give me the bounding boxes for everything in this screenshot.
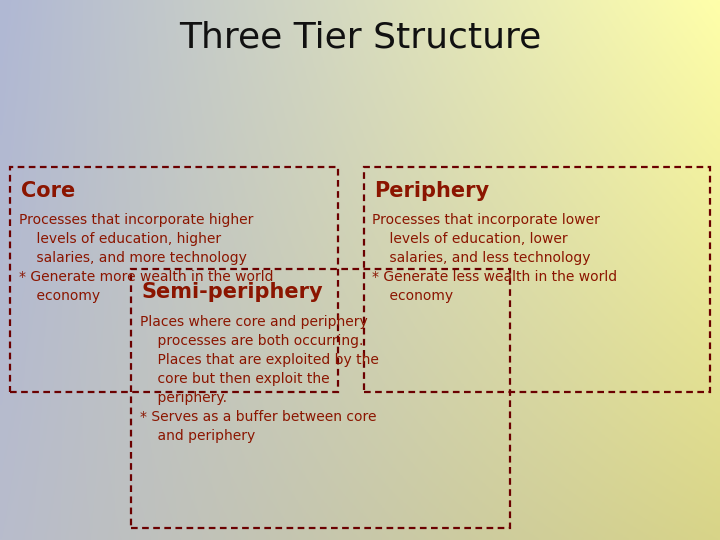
Text: Processes that incorporate higher
    levels of education, higher
    salaries, : Processes that incorporate higher levels… [19,213,273,303]
Bar [10,167,338,392]
Bar [364,167,710,392]
Text: Processes that incorporate lower
    levels of education, lower
    salaries, an: Processes that incorporate lower levels … [372,213,617,303]
Bar [131,269,510,528]
Text: Semi-periphery: Semi-periphery [142,282,323,302]
Text: Core: Core [21,181,75,201]
Text: Periphery: Periphery [374,181,490,201]
Text: Three Tier Structure: Three Tier Structure [179,21,541,55]
Text: Places where core and periphery
    processes are both occurring.
    Places tha: Places where core and periphery processe… [140,315,379,442]
